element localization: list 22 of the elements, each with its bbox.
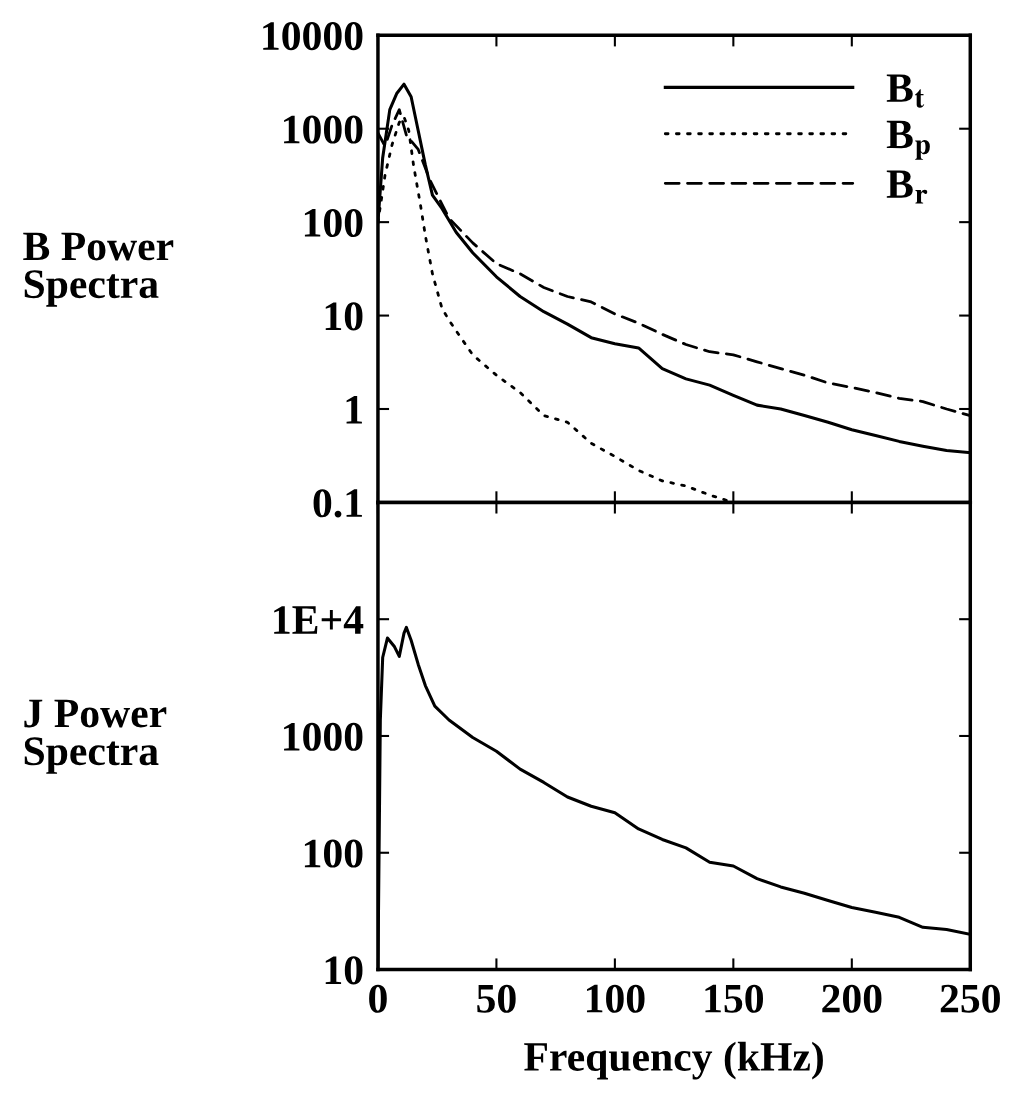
- y-tick-label: 10: [325, 302, 363, 331]
- x-tick-label: 200: [822, 984, 882, 1013]
- y-tick-label: 0.1: [313, 489, 362, 518]
- y-tick-label: 100: [304, 839, 363, 868]
- x-tick-label: 100: [586, 984, 645, 1013]
- y-axis-title: B Power Spectra: [23, 232, 174, 307]
- x-axis-title: Frequency (kHz): [524, 1041, 823, 1080]
- y-tick-label: 1E+4: [274, 606, 364, 634]
- x-tick-label: 250: [940, 984, 1000, 1013]
- x-tick-label: 50: [477, 984, 516, 1013]
- y-tick-label: 10: [325, 956, 363, 985]
- legend-label: B$_{t}$: [886, 74, 925, 108]
- y-tick-label: 1000: [284, 722, 363, 751]
- y-axis-title: J Power Spectra: [24, 699, 167, 774]
- y-tick-label: 100: [304, 208, 363, 238]
- y-tick-label: 1000: [284, 115, 363, 144]
- x-tick-label: 0: [369, 984, 387, 1013]
- y-tick-label: 10000: [263, 22, 363, 51]
- y-tick-label: 1: [346, 395, 362, 424]
- legend-label: B$_{r}$: [886, 170, 928, 204]
- x-tick-label: 150: [705, 984, 764, 1013]
- legend-label: B$_{p}$: [886, 120, 930, 160]
